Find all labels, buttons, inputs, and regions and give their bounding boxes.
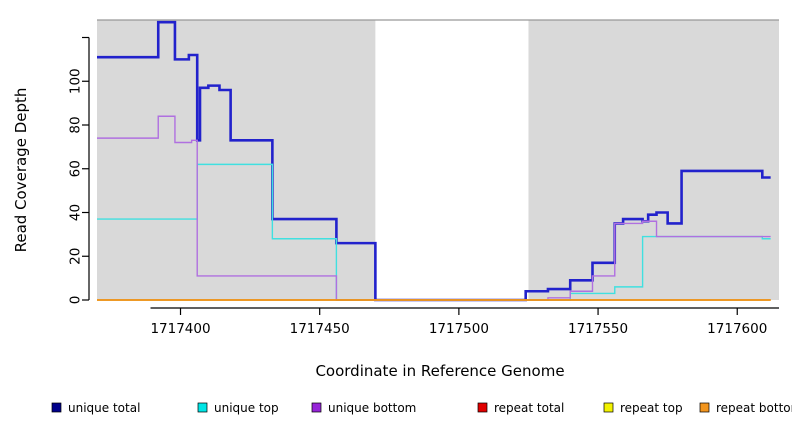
legend-swatch-repeat-bottom — [699, 402, 710, 413]
legend-label-unique-top: unique top — [214, 401, 279, 415]
x-tick-label-1717550: 1717550 — [568, 321, 628, 337]
legend-swatch-unique-top — [197, 402, 208, 413]
axes-group — [82, 36, 779, 315]
legend-label-unique-bottom: unique bottom — [328, 401, 416, 415]
x-axis-title: Coordinate in Reference Genome — [315, 362, 564, 380]
legend-label-unique-total: unique total — [68, 401, 140, 415]
x-tick-label-1717500: 1717500 — [429, 321, 489, 337]
legend-swatch-unique-bottom — [311, 402, 322, 413]
series-group — [97, 20, 771, 302]
legend-swatch-unique-total — [51, 402, 62, 413]
legend-swatch-repeat-top — [603, 402, 614, 413]
y-tick-label-80: 80 — [68, 116, 84, 133]
y-tick-label-20: 20 — [68, 248, 84, 265]
shaded-band-0 — [97, 20, 376, 300]
x-tick-label-1717400: 1717400 — [150, 321, 210, 337]
legend-label-repeat-bottom: repeat bottom — [716, 401, 792, 415]
legend: unique total unique top unique bottom repea… — [51, 401, 792, 415]
x-tick-label-1717450: 1717450 — [290, 321, 350, 337]
legend-label-repeat-total: repeat total — [494, 401, 564, 415]
shaded-regions — [97, 19, 779, 300]
shaded-band-1 — [528, 20, 779, 300]
legend-swatch-repeat-total — [477, 402, 488, 413]
legend-label-repeat-top: repeat top — [620, 401, 683, 415]
y-tick-label-100: 100 — [68, 68, 84, 94]
y-tick-label-60: 60 — [68, 160, 84, 177]
y-axis-title: Read Coverage Depth — [12, 88, 30, 253]
tick-labels: 0 20 40 60 80 100 1717400 1717450 1717500 1717550… — [68, 68, 768, 337]
y-tick-label-0: 0 — [68, 296, 84, 305]
x-tick-label-1717600: 1717600 — [707, 321, 767, 337]
y-tick-label-40: 40 — [68, 204, 84, 221]
